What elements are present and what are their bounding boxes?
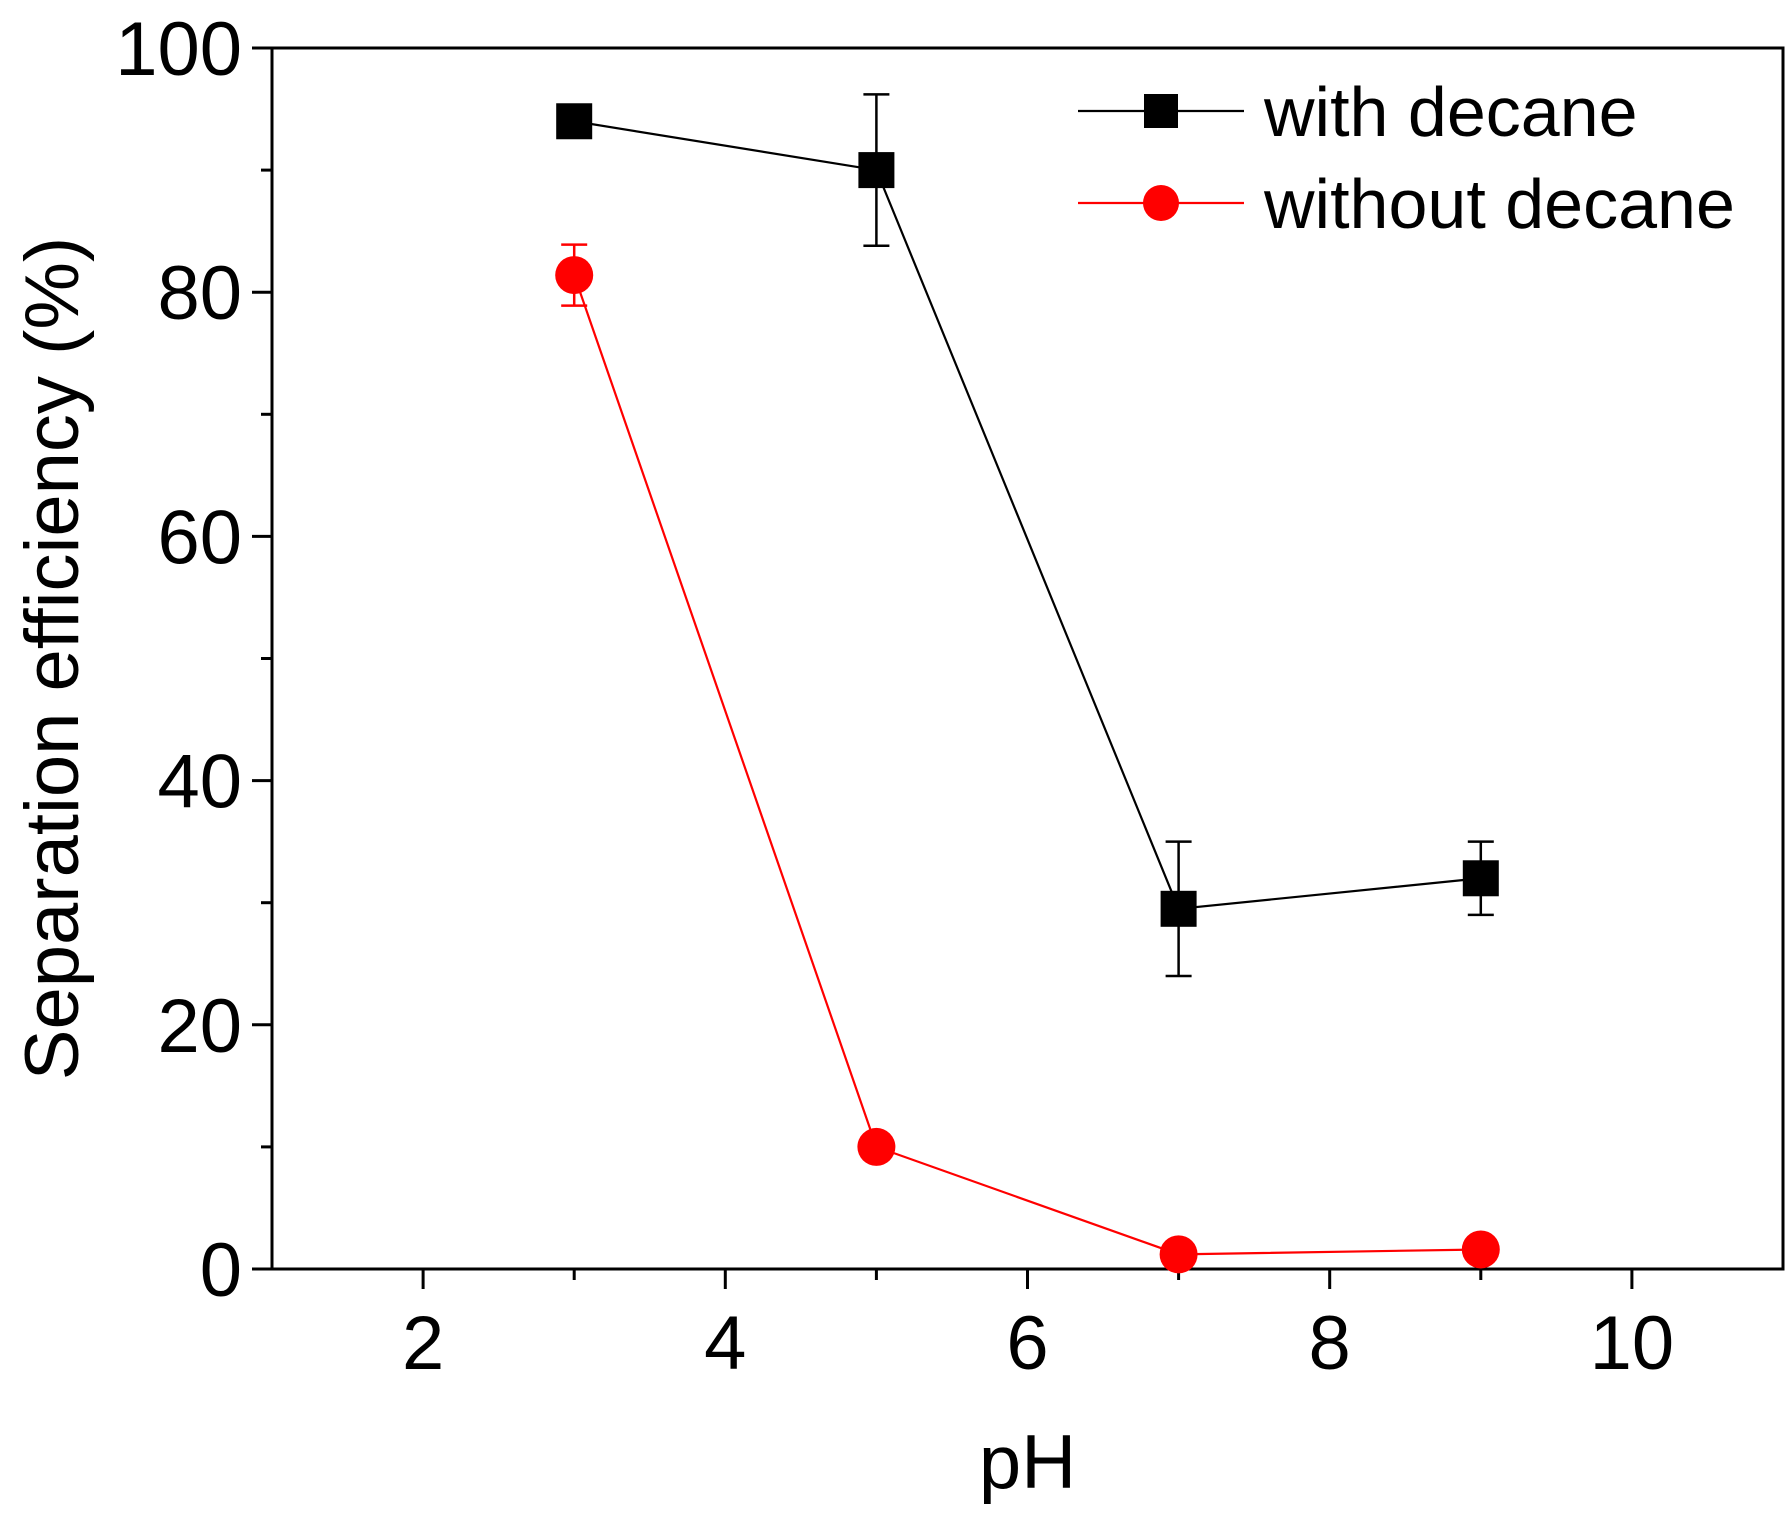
legend-label: without decane [1263, 165, 1735, 243]
series-with-decane [556, 93, 1499, 978]
legend: with decane without decane [1078, 73, 1735, 243]
data-point-square [556, 103, 593, 140]
series-without-decane [555, 243, 1500, 1274]
series-layer [555, 93, 1500, 1274]
data-point-square [858, 152, 895, 189]
legend-entry: with decane [1078, 73, 1638, 151]
x-tick-label: 4 [704, 1301, 746, 1386]
data-point-circle [1461, 1230, 1500, 1269]
y-axis-title: Separation efficiency (%) [10, 237, 95, 1080]
x-tick-label: 2 [402, 1301, 444, 1386]
data-point-square [1160, 890, 1197, 927]
y-tick-label: 80 [157, 251, 242, 336]
y-tick-label: 60 [157, 495, 242, 580]
y-tick-label: 40 [157, 740, 242, 825]
y-tick-label: 100 [115, 7, 242, 92]
x-axis-title: pH [979, 1420, 1076, 1505]
x-tick-label: 6 [1006, 1301, 1048, 1386]
data-point-circle [1159, 1235, 1198, 1274]
legend-marker-square [1144, 94, 1178, 128]
y-tick-label: 20 [157, 984, 242, 1069]
legend-marker-circle [1143, 185, 1179, 221]
data-point-square [1462, 860, 1499, 897]
x-tick-label: 10 [1590, 1301, 1675, 1386]
series-line [573, 274, 1481, 1256]
legend-entry: without decane [1078, 165, 1735, 243]
y-tick-label: 0 [200, 1228, 242, 1313]
series-line [574, 120, 1481, 910]
legend-label: with decane [1263, 73, 1638, 151]
x-tick-label: 8 [1309, 1301, 1351, 1386]
data-point-circle [857, 1127, 896, 1166]
data-point-circle [555, 256, 594, 295]
